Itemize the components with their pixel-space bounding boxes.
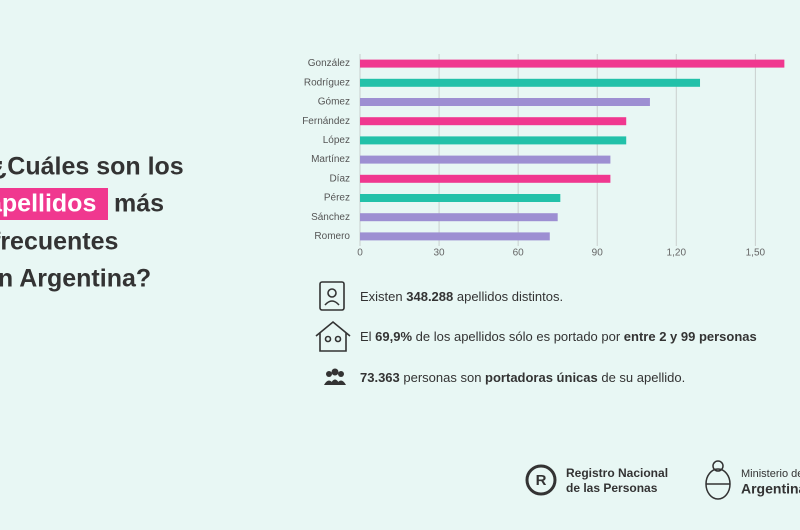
y-tick-label: Fernández	[302, 116, 350, 127]
text-bold: 348.288	[406, 289, 453, 304]
bar	[360, 98, 650, 106]
title-line: ¿Cuáles son los	[0, 153, 184, 181]
y-tick-label: Sánchez	[311, 212, 350, 223]
y-tick-label: Martínez	[311, 154, 350, 165]
y-tick-label: Díaz	[329, 173, 350, 184]
bar	[360, 194, 561, 202]
text-bold: portadoras únicas	[485, 370, 598, 385]
x-tick-label: 1,50	[746, 248, 766, 259]
icon-id	[319, 281, 345, 311]
title-highlight: apellidos	[0, 190, 96, 218]
x-tick-label: 1,20	[667, 248, 687, 259]
text-bold: 73.363	[360, 370, 400, 385]
bar	[360, 78, 701, 87]
footer-text: Registro Nacional	[566, 466, 668, 480]
y-tick-label: Gómez	[318, 97, 350, 108]
bar	[360, 136, 627, 145]
title-line: más	[114, 190, 164, 218]
x-tick-label: 90	[592, 248, 604, 259]
text-bold: 69,9%	[375, 329, 412, 344]
info-line: Existen 348.288 apellidos distintos.	[360, 289, 563, 304]
x-tick-label: 30	[434, 248, 446, 259]
footer-text: Argentina	[741, 481, 800, 497]
text: personas son	[400, 370, 485, 385]
bar	[360, 174, 611, 183]
text: Existen	[360, 289, 406, 304]
bar	[360, 59, 785, 68]
text: de los apellidos sólo es portado por	[412, 329, 624, 344]
text: El	[360, 329, 375, 344]
y-tick-label: Romero	[314, 231, 350, 242]
x-tick-label: 60	[513, 248, 525, 259]
info-line: El 69,9% de los apellidos sólo es portad…	[360, 329, 757, 344]
text-bold: entre 2 y 99 personas	[624, 329, 757, 344]
svg-text:R: R	[536, 472, 547, 489]
title-line: frecuentes	[0, 228, 118, 256]
y-tick-label: López	[323, 135, 350, 146]
y-tick-label: Rodríguez	[304, 77, 350, 88]
title-line: en Argentina?	[0, 265, 151, 293]
bar	[360, 117, 627, 126]
icon-people	[324, 368, 346, 385]
bar	[360, 213, 558, 222]
text: de su apellido.	[598, 370, 685, 385]
bar	[360, 155, 611, 164]
logo-renaper: R	[525, 464, 557, 496]
info-line: 73.363 personas son portadoras únicas de…	[360, 370, 685, 385]
bar	[360, 232, 550, 241]
x-tick-label: 0	[357, 248, 363, 259]
highlight	[0, 188, 108, 220]
footer-text: de las Personas	[566, 481, 658, 495]
logo-escudo	[705, 460, 731, 500]
y-tick-label: Pérez	[324, 193, 350, 204]
footer-text: Ministerio del Interior	[741, 468, 800, 480]
y-tick-label: González	[308, 58, 350, 69]
icon-house	[315, 320, 351, 352]
text: apellidos distintos.	[453, 289, 563, 304]
